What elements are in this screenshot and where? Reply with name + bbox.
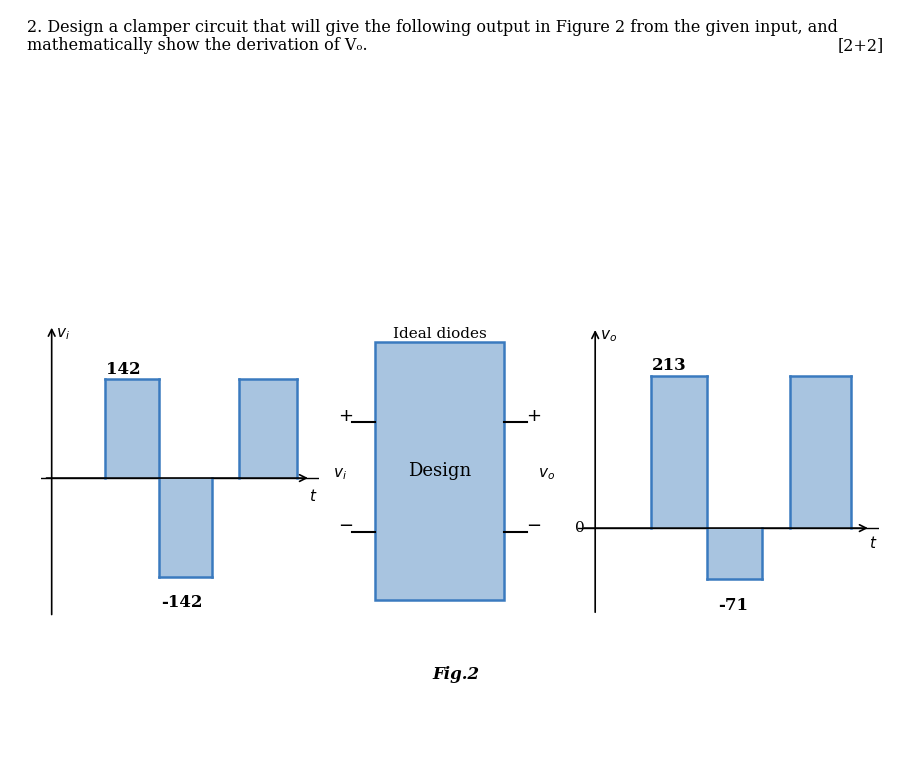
Text: $t$: $t$ — [869, 535, 877, 552]
Bar — [375, 342, 504, 600]
Text: 142: 142 — [107, 361, 141, 378]
Text: 0: 0 — [576, 521, 585, 535]
Text: 2. Design a clamper circuit that will give the following output in Figure 2 from: 2. Design a clamper circuit that will gi… — [27, 19, 838, 36]
Text: Fig.2: Fig.2 — [432, 666, 479, 683]
Text: $v_o$: $v_o$ — [538, 466, 555, 482]
Text: −: − — [527, 517, 541, 535]
Text: Ideal diodes: Ideal diodes — [393, 327, 486, 341]
Text: 213: 213 — [652, 357, 687, 374]
Text: -142: -142 — [161, 594, 203, 611]
Text: −: − — [338, 517, 353, 535]
Text: mathematically show the derivation of Vₒ.: mathematically show the derivation of Vₒ… — [27, 37, 368, 54]
Text: [2+2]: [2+2] — [837, 37, 884, 54]
Text: $v_i$: $v_i$ — [333, 466, 346, 482]
Text: +: + — [527, 407, 541, 425]
Text: -71: -71 — [718, 597, 748, 614]
Text: $t$: $t$ — [309, 489, 318, 505]
Text: Design: Design — [408, 462, 471, 480]
Text: +: + — [338, 407, 353, 425]
Text: $v_o$: $v_o$ — [599, 329, 617, 344]
Text: $v_i$: $v_i$ — [56, 326, 70, 342]
